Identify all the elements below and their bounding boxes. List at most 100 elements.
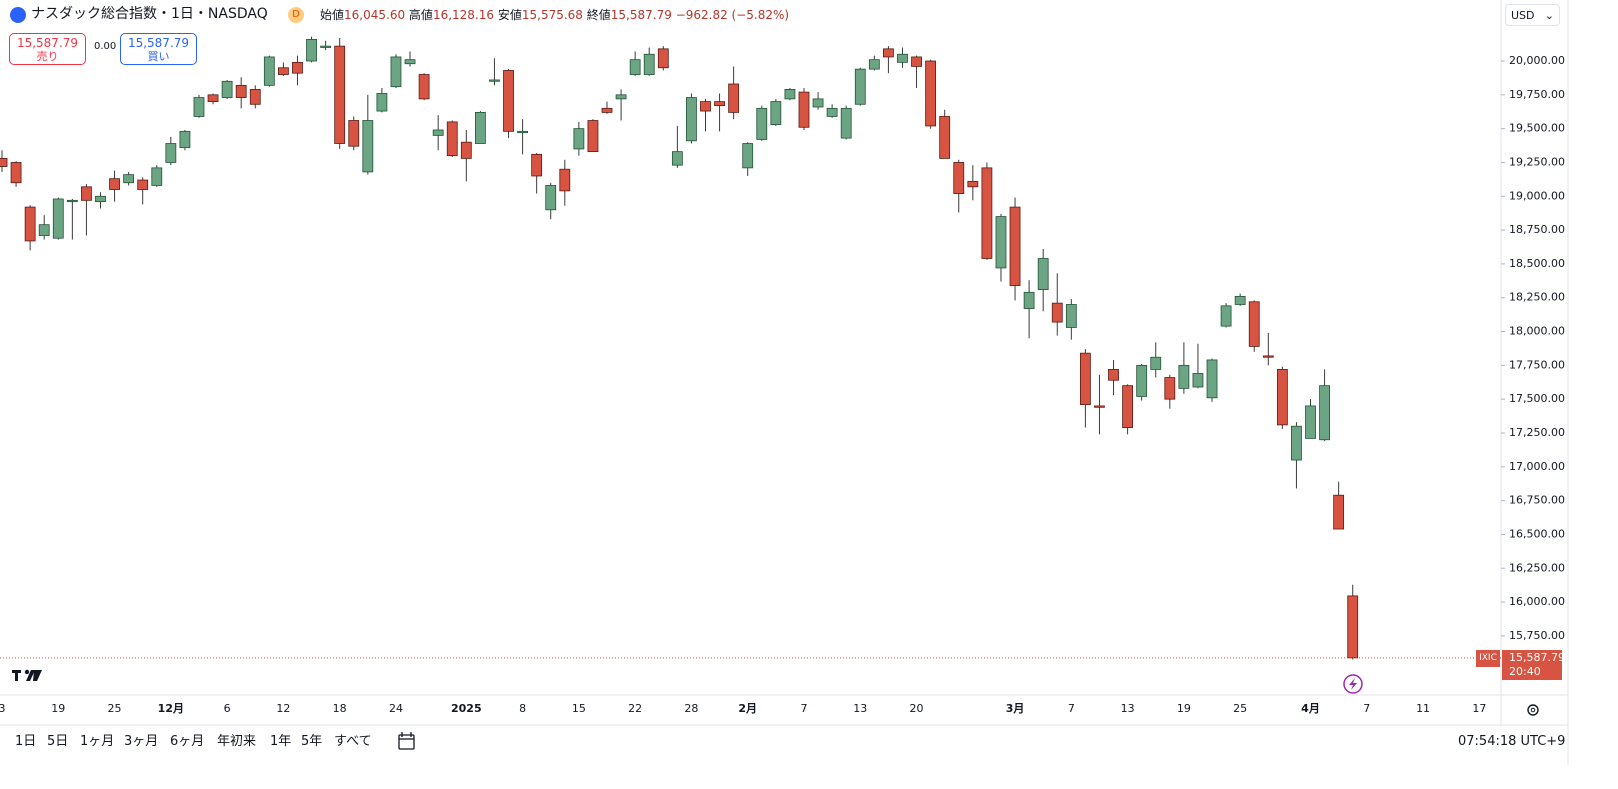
candle-body: [193, 97, 205, 117]
y-tick-label: 18,750.00: [1509, 223, 1565, 236]
y-tick-label: 19,750.00: [1509, 88, 1565, 101]
settings-icon[interactable]: [1527, 704, 1539, 716]
symbol-tag: IXIC: [1476, 650, 1500, 667]
x-tick-label: 17: [1472, 702, 1486, 715]
candle-body: [1023, 291, 1035, 309]
candle-body: [38, 224, 50, 236]
range-button[interactable]: 年初来: [217, 734, 257, 749]
candle-body: [925, 60, 937, 127]
tv-logo: [12, 669, 42, 681]
x-tick-label: 25: [108, 702, 122, 715]
y-tick-label: 16,000.00: [1509, 595, 1565, 608]
candle-body: [671, 151, 683, 166]
label: 始値: [320, 8, 345, 22]
candle-body: [868, 59, 880, 70]
candle-body: [1276, 369, 1288, 426]
candle-body: [292, 61, 303, 74]
y-tick-label: 15,750.00: [1509, 629, 1565, 642]
candle-body: [967, 180, 979, 188]
candle-body: [0, 157, 8, 167]
candle-body: [784, 89, 796, 100]
range-button[interactable]: 1ヶ月: [80, 734, 115, 749]
x-tick-label: 22: [628, 702, 642, 715]
candle-body: [601, 107, 613, 113]
range-button[interactable]: 3ヶ月: [124, 734, 159, 749]
candle-body: [643, 53, 655, 75]
candle-body: [390, 56, 402, 88]
candle-body: [123, 174, 135, 184]
candle-body: [742, 143, 754, 169]
currency: USD: [1511, 9, 1535, 22]
candle-body: [531, 153, 543, 177]
candle-body: [1220, 305, 1232, 327]
candle-body: [615, 94, 627, 100]
x-tick-label: 11: [1416, 702, 1430, 715]
candle-body: [1065, 304, 1077, 328]
value: 15,575.68: [521, 8, 583, 22]
candle-body: [249, 89, 261, 105]
y-tick-label: 20,000.00: [1509, 54, 1565, 67]
range-button[interactable]: 1年: [270, 734, 292, 749]
x-tick-label: 28: [684, 702, 698, 715]
candle-body: [545, 185, 557, 211]
candle-body: [503, 70, 514, 132]
candle-body: [460, 141, 472, 159]
candle-body: [770, 101, 782, 125]
candle-body: [263, 56, 275, 86]
currency-select[interactable]: USD ⌄: [1505, 4, 1560, 26]
candles: [0, 36, 1359, 660]
range-button[interactable]: すべて: [334, 734, 372, 749]
range-button[interactable]: 5日: [47, 734, 69, 749]
candle-body: [52, 198, 64, 239]
candle-body: [418, 74, 430, 100]
value: 16,128.16: [432, 8, 495, 22]
range-button[interactable]: 5年: [301, 734, 323, 749]
price-tag: 15,587.79 20:40: [1502, 650, 1565, 680]
clock: 07:54:18 UTC+9: [1458, 734, 1566, 749]
y-tick-label: 17,500.00: [1509, 392, 1565, 405]
candle-body: [559, 168, 571, 192]
candle-body: [277, 67, 289, 75]
candle-body: [376, 93, 388, 112]
y-tick-label: 19,000.00: [1509, 189, 1565, 202]
range-button[interactable]: 1日: [15, 734, 37, 749]
ohlc-legend: 始値16,045.60 高値16,128.16 安値15,575.68 終値15…: [320, 6, 789, 24]
candle-body: [1319, 385, 1330, 441]
candle-body: [728, 83, 740, 113]
candle-body: [587, 120, 599, 153]
x-tick-label: 7: [1363, 702, 1370, 715]
y-tick-label: 17,000.00: [1509, 460, 1565, 473]
event-icon[interactable]: [1343, 674, 1363, 694]
y-tick-label: 16,500.00: [1509, 527, 1565, 540]
x-tick-label: 19: [51, 702, 65, 715]
candle-body: [1136, 364, 1148, 397]
candle-body: [939, 116, 951, 159]
range-button[interactable]: 6ヶ月: [170, 734, 205, 749]
x-tick-label: 18: [333, 702, 347, 715]
label: 高値: [408, 8, 433, 22]
candle-body: [1094, 405, 1105, 408]
candle-body: [24, 206, 36, 242]
candle-body: [798, 91, 810, 128]
candle-body: [1108, 369, 1119, 381]
candle-body: [1206, 359, 1218, 399]
candle-body: [432, 129, 444, 136]
calendar-icon[interactable]: [398, 732, 415, 750]
x-tick-label: 4月: [1301, 702, 1320, 715]
candle-body: [1009, 206, 1021, 286]
candle-body: [1164, 377, 1176, 400]
candle-body: [95, 195, 106, 203]
sell-button[interactable]: 15,587.79 売り: [9, 33, 86, 65]
buy-button[interactable]: 15,587.79 買い: [120, 33, 197, 65]
y-tick-label: 17,250.00: [1509, 426, 1565, 439]
x-tick-label: 13: [1121, 702, 1135, 715]
candle-body: [404, 59, 416, 65]
y-tick-label: 19,500.00: [1509, 122, 1565, 135]
x-tick-label: 7: [800, 702, 807, 715]
x-tick-label: 3月: [1006, 702, 1025, 715]
x-tick-label: 7: [1068, 702, 1075, 715]
x-tick-label: 2月: [738, 702, 757, 715]
x-tick-label: 12月: [158, 702, 184, 715]
candle-body: [953, 162, 965, 194]
candle-body: [981, 167, 993, 259]
